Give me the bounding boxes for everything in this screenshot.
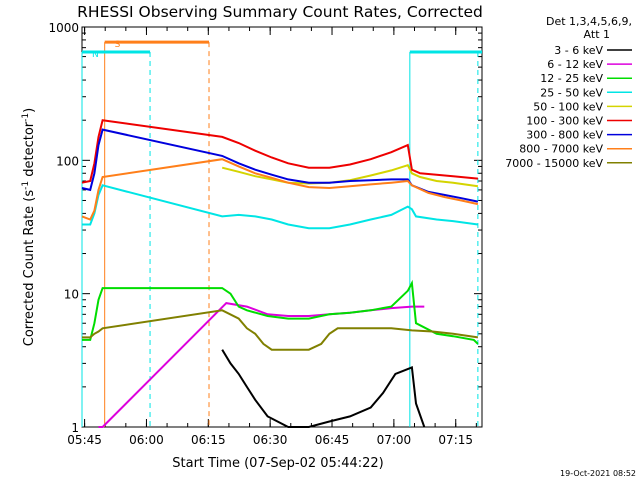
- x-tick-label: 07:00: [377, 433, 412, 447]
- x-tick-label: 06:30: [253, 433, 288, 447]
- series-line-3-6: [221, 349, 426, 428]
- series-line-100-300: [81, 119, 478, 184]
- y-tick-label: 10: [64, 288, 79, 302]
- y-axis-label-sup2: -1: [21, 113, 31, 122]
- legend-entry-12-25: 12 - 25 keV: [540, 72, 603, 85]
- series-line-7000-15000: [82, 309, 479, 351]
- x-tick-label: 06:15: [191, 433, 226, 447]
- series-line-6-12: [98, 302, 425, 428]
- legend-entry-50-100: 50 - 100 keV: [533, 100, 603, 113]
- legend-entry-6-12: 6 - 12 keV: [547, 58, 603, 71]
- series-line-800-7000: [81, 158, 479, 221]
- y-axis-label-mid: detector: [22, 121, 37, 181]
- y-axis-label-sup1: -1: [21, 181, 31, 190]
- plot-frame: [81, 26, 483, 428]
- legend-header-line1: Det 1,3,4,5,6,9,: [546, 15, 632, 28]
- series-layer: [81, 119, 479, 428]
- y-tick-label: 1: [71, 421, 79, 435]
- x-tick-label: 06:00: [129, 433, 164, 447]
- y-axis-label: Corrected Count Rate (s-1 detector-1): [21, 108, 37, 346]
- series-line-12-25: [82, 279, 479, 345]
- series-line-25-50: [82, 184, 479, 230]
- y-axis-label-prefix: Corrected Count Rate (s: [22, 190, 37, 347]
- legend-entry-100-300: 100 - 300 keV: [526, 115, 603, 128]
- y-tick-label: 100: [56, 154, 79, 168]
- series-line-300-800: [81, 128, 479, 203]
- legend-header-line2: Att 1: [584, 28, 610, 41]
- timestamp: 19-Oct-2021 08:52: [560, 469, 636, 478]
- x-axis: 05:45 06:00 06:15 06:30 06:45 07:00 07:15: [67, 27, 477, 447]
- legend-entry-300-800: 300 - 800 keV: [526, 129, 603, 142]
- series-line-50-100: [221, 163, 479, 188]
- x-tick-label: 05:45: [67, 433, 102, 447]
- x-tick-label: 07:15: [438, 433, 473, 447]
- marker-N-label: N: [92, 50, 99, 60]
- x-axis-label: Start Time (07-Sep-02 05:44:22): [172, 456, 383, 471]
- x-tick-label: 06:45: [315, 433, 350, 447]
- marker-S-label: S: [115, 40, 121, 50]
- observing-markers: SN: [81, 40, 482, 427]
- y-axis: 1 10 100 1000: [48, 21, 482, 435]
- legend-entry-800-7000: 800 - 7000 keV: [519, 143, 603, 156]
- chart-title: RHESSI Observing Summary Count Rates, Co…: [77, 3, 483, 21]
- y-tick-label: 1000: [48, 21, 79, 35]
- legend-entry-25-50: 25 - 50 keV: [540, 86, 603, 99]
- legend-entry-3-6: 3 - 6 keV: [554, 44, 603, 57]
- y-axis-label-suffix: ): [22, 108, 37, 113]
- legend-entry-7000-15000: 7000 - 15000 keV: [505, 157, 603, 170]
